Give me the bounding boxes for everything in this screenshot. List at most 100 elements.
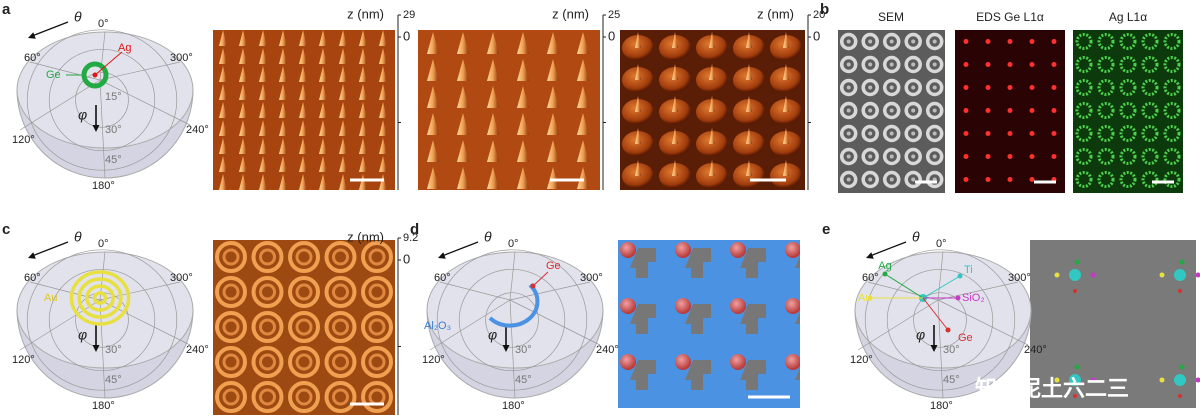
azimuth-label: 180° — [92, 180, 115, 192]
azimuth-label: 240° — [186, 124, 209, 136]
z-max-label: 29 — [403, 9, 415, 21]
theta-arrow — [31, 21, 69, 37]
azimuth-label: 300° — [1008, 272, 1031, 284]
azimuth-label: 240° — [596, 344, 619, 356]
afm-image — [213, 240, 395, 415]
polar-circle — [864, 249, 1016, 391]
eds-map — [1073, 30, 1183, 193]
z-min-label: 0 — [813, 28, 820, 43]
sio2-spot — [1090, 272, 1096, 278]
eds-map — [955, 30, 1065, 193]
meridian — [857, 299, 939, 351]
z-axis-label: z (nm) — [347, 6, 384, 21]
sio2-spot — [1090, 377, 1096, 383]
watermark: 知识泥土六二三 — [975, 376, 1129, 401]
z-min-label: 0 — [403, 28, 410, 43]
polar-circle — [886, 268, 994, 372]
meridian — [937, 281, 1019, 301]
afm-image — [213, 30, 395, 190]
polar-label: 30° — [105, 344, 122, 356]
au-spot — [1054, 272, 1060, 278]
au-ring — [85, 284, 115, 312]
map-title: Ag L1α — [1109, 10, 1147, 24]
azimuth-label: 60° — [434, 272, 451, 284]
z-min-label: 0 — [403, 251, 410, 266]
polar-label: 30° — [515, 344, 532, 356]
material-label: Au — [44, 292, 57, 304]
pointer — [922, 297, 949, 331]
theta-arrow — [869, 241, 907, 257]
meridian — [937, 299, 1029, 346]
theta-label: θ — [74, 229, 82, 245]
polar-circle — [75, 72, 129, 128]
arrow-head — [866, 252, 874, 259]
meridian — [429, 299, 511, 351]
au-spot — [1159, 272, 1165, 278]
arrow-head — [92, 125, 100, 132]
meridian — [29, 61, 101, 81]
panel-letter: e — [822, 221, 830, 238]
azimuth-label: 120° — [12, 354, 35, 366]
polar-circle — [458, 268, 566, 372]
material-label: Ge — [46, 69, 61, 81]
simulation-image — [618, 240, 800, 408]
ge-spot — [1073, 289, 1077, 293]
material-dot — [882, 271, 888, 277]
panel-letter: c — [2, 221, 10, 238]
azimuth-label: 180° — [92, 400, 115, 412]
arrow-head — [502, 345, 510, 352]
z-axis-label: z (nm) — [757, 6, 794, 21]
z-min-label: 0 — [608, 28, 615, 43]
azimuth-label: 300° — [170, 272, 193, 284]
theta-label: θ — [74, 9, 82, 25]
polar-label: 30° — [943, 344, 960, 356]
panel-letter: a — [2, 1, 11, 18]
au-ring — [92, 291, 108, 305]
polar-circle — [436, 249, 588, 391]
meridian — [937, 251, 944, 301]
meridian — [99, 61, 181, 81]
azimuth-label: 0° — [98, 238, 109, 250]
au-ring — [77, 277, 123, 319]
z-axis-label: z (nm) — [347, 229, 384, 244]
ag-spot — [1074, 259, 1080, 265]
afm-image — [620, 30, 805, 190]
ti-spot — [1069, 269, 1081, 281]
material-label: Au — [858, 292, 871, 304]
meridian — [19, 299, 101, 351]
azimuth-label: 60° — [24, 272, 41, 284]
pointer — [94, 51, 123, 76]
arrow-head — [438, 252, 446, 259]
azimuth-label: 180° — [502, 400, 525, 412]
material-dot — [955, 295, 961, 301]
images — [213, 30, 1196, 415]
material-label: Ag — [878, 260, 891, 272]
azimuth-label: 0° — [936, 238, 947, 250]
meridian — [509, 251, 516, 301]
ti-spot — [1069, 374, 1081, 386]
azimuth-label: 0° — [98, 18, 109, 30]
al2o3-arc — [488, 283, 540, 328]
arrow-head — [930, 345, 938, 352]
meridian — [99, 31, 106, 81]
polar-label: 45° — [105, 374, 122, 386]
pointer — [922, 275, 961, 299]
theta-label: θ — [484, 229, 492, 245]
material-label: Ge — [546, 260, 561, 272]
material-label: SiO₂ — [962, 292, 985, 304]
material-label: Al₂O₃ — [424, 320, 451, 332]
z-max-label: 9.2 — [403, 232, 418, 244]
ti-spot — [1174, 269, 1186, 281]
ag-spot — [1179, 259, 1185, 265]
z-max-label: 20 — [813, 9, 825, 21]
azimuth-label: 120° — [12, 134, 35, 146]
polar-circle — [913, 292, 967, 348]
au-spot — [1159, 377, 1165, 383]
ge-spot — [1073, 394, 1077, 398]
ag-spot — [1074, 364, 1080, 370]
meridian — [99, 79, 191, 126]
phi-label: φ — [78, 327, 87, 343]
arrow-head — [92, 345, 100, 352]
meridian — [99, 79, 106, 179]
au-ring — [69, 270, 131, 326]
